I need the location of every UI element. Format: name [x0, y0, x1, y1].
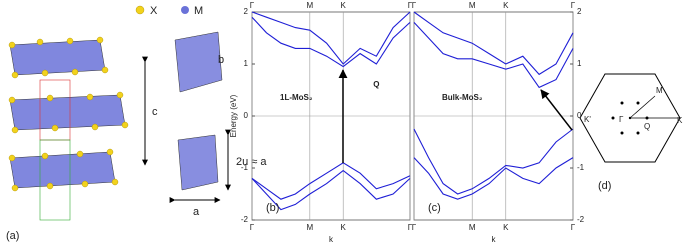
band-line	[251, 169, 411, 211]
y-tick-label: -2	[577, 215, 585, 224]
legend-label: X	[150, 5, 158, 17]
band-line	[251, 16, 411, 68]
transition-arrow	[540, 89, 573, 131]
brillouin-zone: K' Γ Q K M (d)	[579, 73, 683, 192]
y-tick-label: 1	[244, 59, 249, 68]
x-tick-label: M	[306, 223, 313, 232]
y-tick-label: -1	[241, 163, 249, 172]
panel-label: (c)	[428, 202, 441, 214]
x-axis-label: k	[492, 235, 497, 244]
y-tick-label: -1	[577, 163, 585, 172]
label: c	[152, 106, 158, 118]
y-tick-label: 2	[244, 7, 249, 16]
band-line	[251, 11, 411, 65]
y-tick-label: 1	[577, 59, 582, 68]
x-tick-label: M	[306, 1, 313, 10]
band-line	[413, 157, 574, 200]
panel-label: (a)	[6, 230, 19, 242]
x-tick-label: K	[341, 1, 347, 10]
y-tick-label: -2	[241, 215, 249, 224]
label: b	[218, 54, 224, 66]
label: K	[677, 116, 683, 125]
label: a	[193, 206, 200, 218]
y-tick-label: 0	[577, 111, 582, 120]
panel-label: (b)	[266, 202, 279, 214]
band-line	[251, 162, 411, 200]
x-tick-label: Γ	[250, 223, 255, 232]
y-tick-label: 2	[577, 7, 582, 16]
label: M	[656, 86, 663, 95]
x-tick-label: Γ	[408, 223, 413, 232]
x-tick-label: K	[341, 223, 347, 232]
x-tick-label: Γ	[408, 1, 413, 10]
x-tick-label: Γ	[250, 1, 255, 10]
y-tick-label: 0	[244, 111, 249, 120]
label: Q	[644, 122, 650, 131]
crystal-structure: X M c b 2u ≈ a a (a)	[6, 5, 267, 242]
label: Γ	[619, 115, 624, 124]
legend-label: M	[194, 5, 203, 17]
point-label: Q	[373, 80, 379, 89]
x-axis-label: k	[329, 235, 334, 244]
x-tick-label: Γ	[412, 1, 417, 10]
band-line	[413, 11, 574, 76]
x-tick-label: M	[469, 1, 476, 10]
y-axis-label: Energy (eV)	[229, 94, 238, 137]
panel-label: (d)	[598, 180, 611, 192]
x-tick-label: K	[503, 223, 509, 232]
annotation: 1L-MoS₂	[280, 93, 313, 102]
x-tick-label: Γ	[571, 223, 576, 232]
x-tick-label: K	[503, 1, 509, 10]
annotation: Bulk-MoS₂	[442, 93, 483, 102]
band-line	[413, 128, 574, 195]
x-tick-label: M	[469, 223, 476, 232]
x-tick-label: Γ	[571, 1, 576, 10]
label: K'	[584, 115, 591, 124]
band-line	[413, 22, 574, 89]
x-tick-label: Γ	[412, 223, 417, 232]
